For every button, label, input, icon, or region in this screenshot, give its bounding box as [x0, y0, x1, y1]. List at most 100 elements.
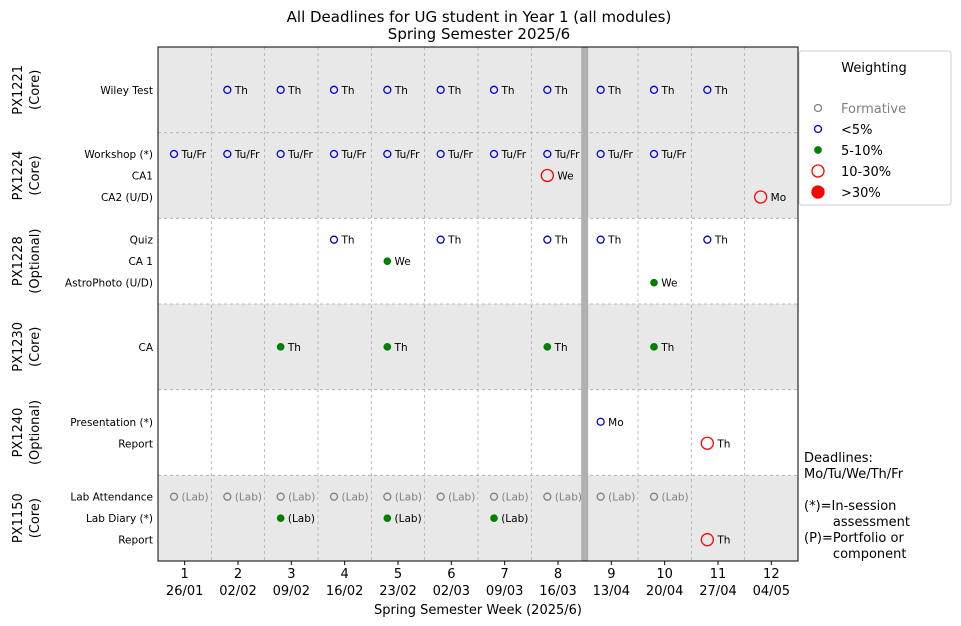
- module-status: (Core): [28, 70, 43, 110]
- module-code: PX1221: [11, 65, 26, 115]
- legend-marker-10to30: [811, 164, 825, 178]
- assessment-label: Workshop (*): [84, 149, 153, 161]
- deadline-day-label: Tu/Fr: [287, 149, 313, 161]
- deadline-day-label: Th: [714, 85, 728, 97]
- deadline-marker: [329, 492, 339, 501]
- deadline-day-label: Th: [341, 235, 355, 247]
- deadline-day-label: (Lab): [502, 492, 529, 504]
- deadline-day-label: (Lab): [342, 492, 369, 504]
- deadline-day-label: Tu/Fr: [181, 149, 207, 161]
- x-tick-week: 12: [763, 567, 780, 582]
- note-line: assessment: [804, 515, 910, 530]
- deadline-marker: [596, 235, 605, 244]
- x-tick-week: 7: [501, 567, 509, 582]
- deadline-marker: [543, 235, 552, 244]
- legend-marker-lt5: [813, 124, 823, 134]
- x-tick-date: 26/01: [166, 584, 203, 599]
- module-band: [158, 218, 798, 304]
- deadline-marker: [329, 235, 339, 244]
- x-tick-date: 02/03: [433, 584, 470, 599]
- assessment-label: CA 1: [128, 256, 153, 268]
- legend-label: >30%: [841, 186, 881, 201]
- assessment-label: Lab Attendance: [70, 492, 153, 504]
- deadline-day-label: Tu/Fr: [661, 149, 687, 161]
- assessment-label: Lab Diary (*): [86, 513, 153, 525]
- deadline-day-label: (Lab): [555, 492, 582, 504]
- assessment-label: Report: [118, 438, 153, 450]
- x-tick-week: 10: [656, 567, 673, 582]
- legend-label: 5-10%: [841, 144, 883, 159]
- deadline-notes: Deadlines:Mo/Tu/We/Th/Fr (*)=In-session a…: [804, 451, 910, 562]
- assessment-label: Wiley Test: [100, 85, 153, 97]
- legend-marker-formative: [813, 103, 823, 113]
- deadline-marker: [223, 492, 232, 501]
- deadline-marker: [596, 85, 605, 94]
- assessment-label: CA2 (U/D): [101, 192, 153, 204]
- semester-break: [581, 47, 589, 561]
- deadline-day-label: Th: [394, 342, 408, 354]
- deadline-marker: [596, 417, 605, 426]
- deadline-day-label: Tu/Fr: [554, 149, 580, 161]
- deadline-day-label: Th: [716, 535, 730, 547]
- legend-title: Weighting: [841, 61, 906, 76]
- module-status: (Core): [28, 327, 43, 367]
- deadline-day-label: (Lab): [395, 513, 422, 525]
- deadline-day-label: Th: [554, 342, 568, 354]
- deadline-day-label: (Lab): [501, 513, 528, 525]
- deadline-day-label: Tu/Fr: [447, 149, 473, 161]
- deadline-day-label: (Lab): [288, 513, 315, 525]
- deadline-day-label: Th: [607, 85, 621, 97]
- deadline-day-label: Th: [394, 85, 408, 97]
- deadline-marker: [276, 149, 285, 159]
- deadline-day-label: Tu/Fr: [501, 149, 527, 161]
- deadline-marker: [649, 149, 659, 159]
- deadline-day-label: Th: [447, 85, 461, 97]
- deadline-marker: [276, 85, 285, 94]
- assessment-label: Report: [118, 535, 153, 547]
- deadline-marker: [383, 342, 392, 351]
- deadline-day-label: Tu/Fr: [607, 149, 633, 161]
- deadline-day-label: Th: [501, 85, 515, 97]
- deadline-marker: [223, 85, 232, 94]
- x-tick-date: 02/02: [219, 584, 256, 599]
- deadline-day-label: Tu/Fr: [234, 149, 260, 161]
- module-status: (Optional): [28, 400, 43, 465]
- x-tick-date: 04/05: [753, 584, 790, 599]
- x-tick-week: 2: [234, 567, 242, 582]
- x-tick-week: 8: [554, 567, 562, 582]
- note-line: component: [804, 547, 906, 562]
- deadline-markers: Th Th Th Th Th Th Th Th Th Th Tu/Fr Tu/Fr Tu/Fr Tu/Fr…: [169, 85, 786, 547]
- legend-box: [798, 50, 952, 206]
- deadline-marker: [169, 149, 179, 159]
- deadline-day-label: (Lab): [182, 492, 209, 504]
- deadline-marker: [329, 149, 339, 159]
- chart-title: All Deadlines for UG student in Year 1 (…: [287, 8, 672, 26]
- legend-label: <5%: [841, 123, 873, 138]
- deadline-marker: [754, 190, 768, 204]
- plot-frame: [157, 46, 799, 562]
- deadline-marker: [703, 235, 712, 244]
- deadline-day-label: Tu/Fr: [341, 149, 367, 161]
- deadline-marker: [383, 514, 392, 523]
- deadline-day-label: Th: [287, 342, 301, 354]
- module-status: (Optional): [28, 229, 43, 294]
- note-line: Mo/Tu/We/Th/Fr: [804, 467, 904, 482]
- x-tick-date: 27/04: [699, 584, 736, 599]
- deadline-marker: [383, 149, 392, 159]
- deadline-marker: [700, 436, 714, 450]
- x-tick-date: 13/04: [593, 584, 630, 599]
- module-labels: PX1221 (Core)PX1224 (Core)PX1228 (Optional)…: [11, 65, 43, 543]
- deadline-marker: [169, 492, 179, 501]
- deadline-marker: [223, 149, 232, 159]
- deadline-day-label: Th: [714, 235, 728, 247]
- deadline-marker: [490, 514, 498, 523]
- deadline-day-label: (Lab): [608, 492, 635, 504]
- deadline-marker: [596, 492, 605, 501]
- deadline-marker: [383, 492, 392, 501]
- deadline-day-label: Th: [554, 235, 568, 247]
- deadline-day-label: Th: [716, 438, 730, 450]
- deadline-marker: [276, 342, 285, 351]
- x-tick-week: 6: [447, 567, 455, 582]
- deadline-day-label: Mo: [608, 417, 623, 429]
